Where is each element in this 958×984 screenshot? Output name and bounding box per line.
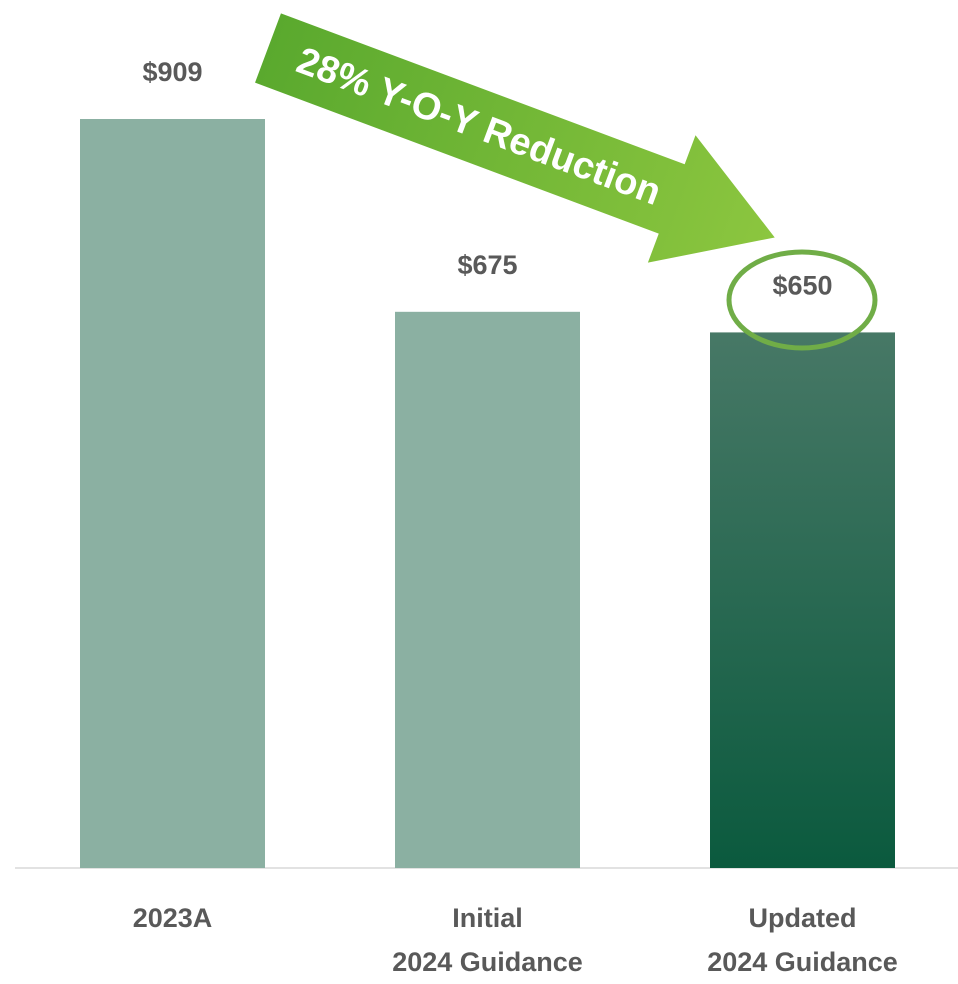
bar bbox=[80, 119, 265, 868]
arrow-shape bbox=[255, 13, 775, 263]
annotation: 28% Y-O-Y Reduction bbox=[291, 40, 666, 214]
reduction-arrow: 28% Y-O-Y Reduction bbox=[255, 13, 775, 263]
x-tick-label: Initial 2024 Guidance bbox=[392, 903, 583, 977]
bar bbox=[395, 311, 580, 868]
value-label: $675 bbox=[457, 250, 517, 280]
x-tick-label: Updated 2024 Guidance bbox=[707, 903, 898, 977]
value-label: $650 bbox=[772, 271, 832, 301]
x-tick-label: 2023A bbox=[132, 903, 213, 933]
value-label: $909 bbox=[142, 57, 202, 87]
bar bbox=[710, 332, 895, 868]
highlight-circle bbox=[726, 249, 878, 351]
